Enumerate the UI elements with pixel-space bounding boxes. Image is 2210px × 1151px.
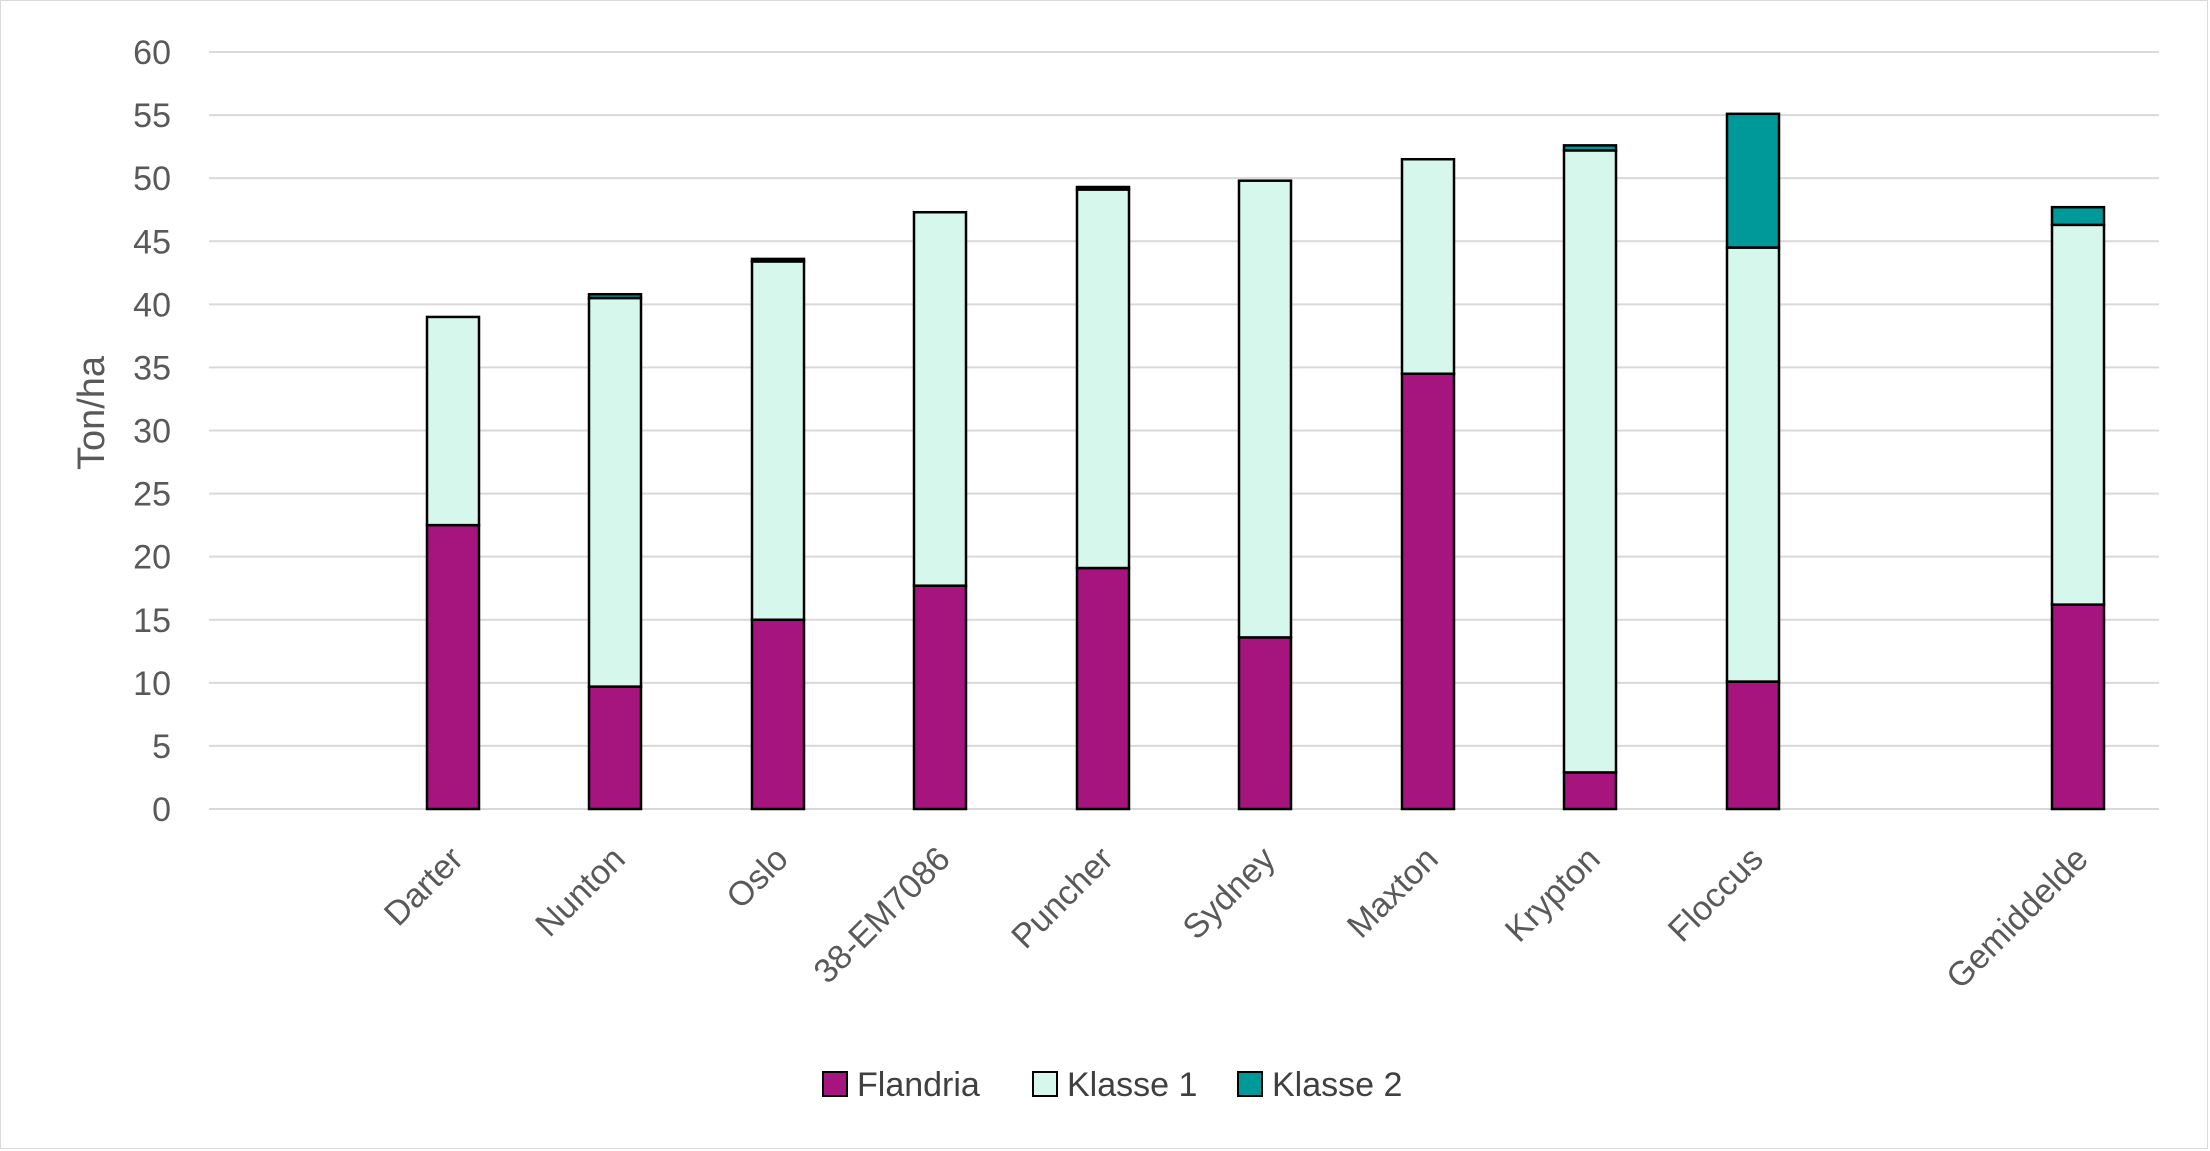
legend: Flandria Klasse 1 Klasse 2 — [822, 1066, 1402, 1104]
y-tick-label: 15 — [133, 602, 171, 640]
bar-segment — [1075, 185, 1131, 191]
bar-segment — [1237, 179, 1293, 639]
bar-segment — [2050, 603, 2106, 811]
bar-segment — [587, 685, 643, 811]
bar-segment — [1237, 636, 1293, 811]
y-tick-label: 0 — [152, 791, 171, 829]
legend-label: Klasse 2 — [1272, 1066, 1402, 1104]
bar-segment — [587, 296, 643, 688]
x-axis-ticks: Darter Nunton Oslo 38-EM7086 Puncher Sydney Ma… — [377, 840, 2096, 997]
bar-segment — [2050, 223, 2106, 606]
x-tick-label: 38-EM7086 — [806, 840, 957, 991]
bars — [425, 112, 2106, 811]
legend-swatch — [1237, 1071, 1263, 1097]
y-tick-label: 25 — [133, 476, 171, 514]
bar-segment — [1400, 157, 1456, 375]
bar-segment — [1562, 149, 1618, 774]
y-tick-label: 5 — [152, 728, 171, 766]
y-tick-label: 50 — [133, 160, 171, 198]
y-tick-label: 45 — [133, 223, 171, 261]
legend-label: Klasse 1 — [1067, 1066, 1197, 1104]
y-axis-ticks: 0 5 10 15 20 25 30 35 40 45 50 55 60 — [133, 34, 171, 829]
bar-segment — [587, 292, 643, 300]
y-tick-label: 40 — [133, 286, 171, 324]
y-tick-label: 20 — [133, 539, 171, 577]
x-tick-label: Darter — [377, 840, 471, 934]
x-tick-label: Puncher — [1004, 840, 1120, 956]
x-tick-label: Sydney — [1176, 840, 1283, 947]
y-tick-label: 60 — [133, 34, 171, 72]
bar-segment — [750, 257, 806, 263]
y-tick-label: 55 — [133, 97, 171, 135]
x-tick-label: Floccus — [1661, 840, 1771, 950]
bar-segment — [750, 618, 806, 811]
bar-segment — [1562, 771, 1618, 811]
bar-segment — [1725, 246, 1781, 683]
bar-segment — [1725, 112, 1781, 249]
bar-segment — [425, 315, 481, 527]
bar-segment — [912, 210, 968, 587]
legend-swatch — [822, 1071, 848, 1097]
x-tick-label: Oslo — [719, 840, 795, 916]
bar-segment — [1725, 680, 1781, 811]
y-tick-label: 30 — [133, 413, 171, 451]
gridlines — [209, 51, 2159, 810]
x-tick-label: Nunton — [528, 840, 632, 944]
bar-segment — [1400, 372, 1456, 811]
legend-swatch — [1032, 1071, 1058, 1097]
legend-label: Flandria — [857, 1066, 980, 1104]
bar-segment — [425, 523, 481, 811]
bar-segment — [750, 260, 806, 621]
bar-segment — [1075, 188, 1131, 570]
bar-segment — [1562, 144, 1618, 152]
x-tick-label: Gemiddelde — [1939, 840, 2096, 997]
x-tick-label: Krypton — [1498, 840, 1608, 950]
bar-segment — [912, 584, 968, 811]
x-tick-label: Maxton — [1340, 840, 1446, 946]
y-tick-label: 10 — [133, 665, 171, 703]
bar-segment — [1075, 566, 1131, 811]
y-axis-label: Ton/ha — [71, 355, 113, 470]
y-tick-label: 35 — [133, 349, 171, 387]
bar-segment — [2050, 205, 2106, 227]
